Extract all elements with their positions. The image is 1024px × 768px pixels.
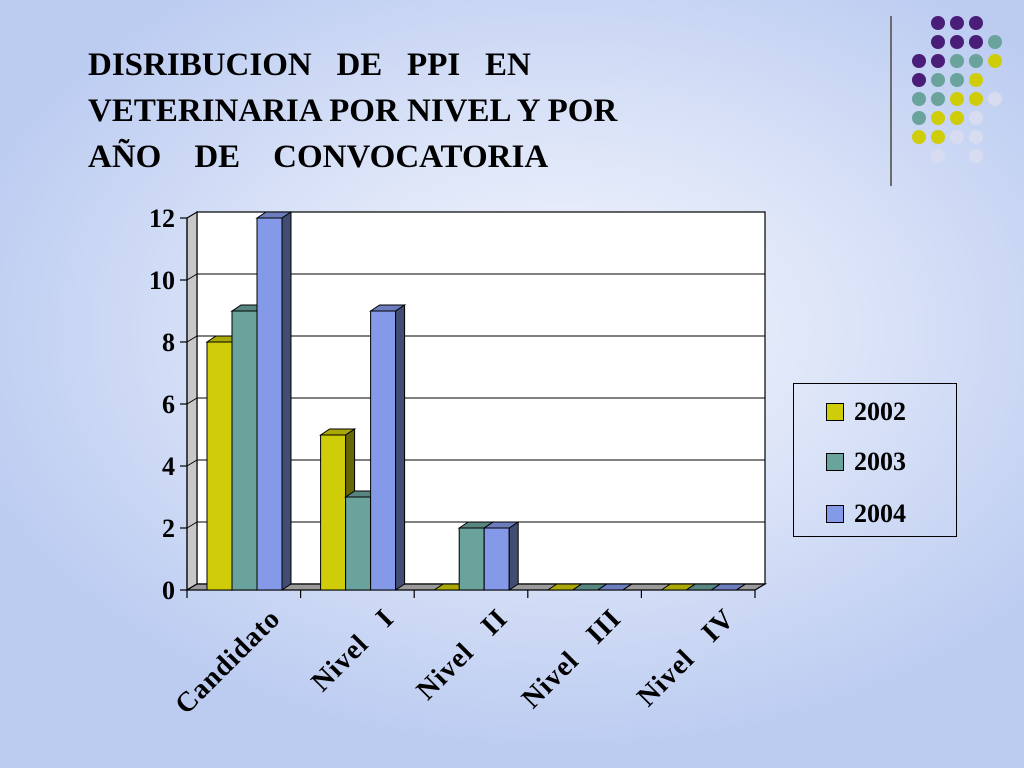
legend-swatch-2002	[826, 403, 844, 421]
bar-2004-4	[709, 583, 748, 591]
legend-swatch-2003	[826, 453, 844, 471]
bar-2004-3	[596, 583, 634, 591]
y-tick-label: 0	[162, 576, 175, 605]
gridline-side	[186, 397, 198, 405]
bar-2004-2	[482, 521, 520, 591]
y-tick-label: 8	[162, 328, 175, 357]
y-tick-label: 10	[149, 266, 175, 295]
decorative-divider-line	[890, 16, 892, 186]
gridline-side	[186, 273, 198, 281]
bar-2004-1	[368, 304, 407, 591]
y-tick-label: 12	[149, 204, 175, 233]
legend-label-2002: 2002	[854, 397, 906, 426]
legend-item-2003: 2003	[826, 447, 906, 476]
y-tick-label: 2	[162, 514, 175, 543]
x-category-label: Nivel I	[306, 603, 401, 698]
gridline-side	[186, 459, 198, 467]
y-tick-label: 4	[162, 452, 175, 481]
x-category-label: Nivel IV	[631, 603, 741, 713]
gridline-side	[186, 521, 198, 529]
x-category-label: Nivel II	[411, 603, 514, 706]
chart-legend: 2002 2003 2004	[793, 383, 957, 537]
slide-title: DISRIBUCION DE PPI EN VETERINARIA POR NI…	[88, 47, 618, 175]
x-category-label: Candidato	[169, 603, 286, 720]
gridline-side	[186, 335, 198, 343]
legend-label-2003: 2003	[854, 447, 906, 476]
legend-swatch-2004	[826, 505, 844, 523]
legend-item-2004: 2004	[826, 499, 906, 528]
legend-item-2002: 2002	[826, 397, 906, 426]
y-tick-label: 6	[162, 390, 175, 419]
bar-2004-0	[255, 211, 293, 591]
x-category-label: Nivel III	[516, 603, 628, 715]
legend-label-2004: 2004	[854, 499, 906, 528]
